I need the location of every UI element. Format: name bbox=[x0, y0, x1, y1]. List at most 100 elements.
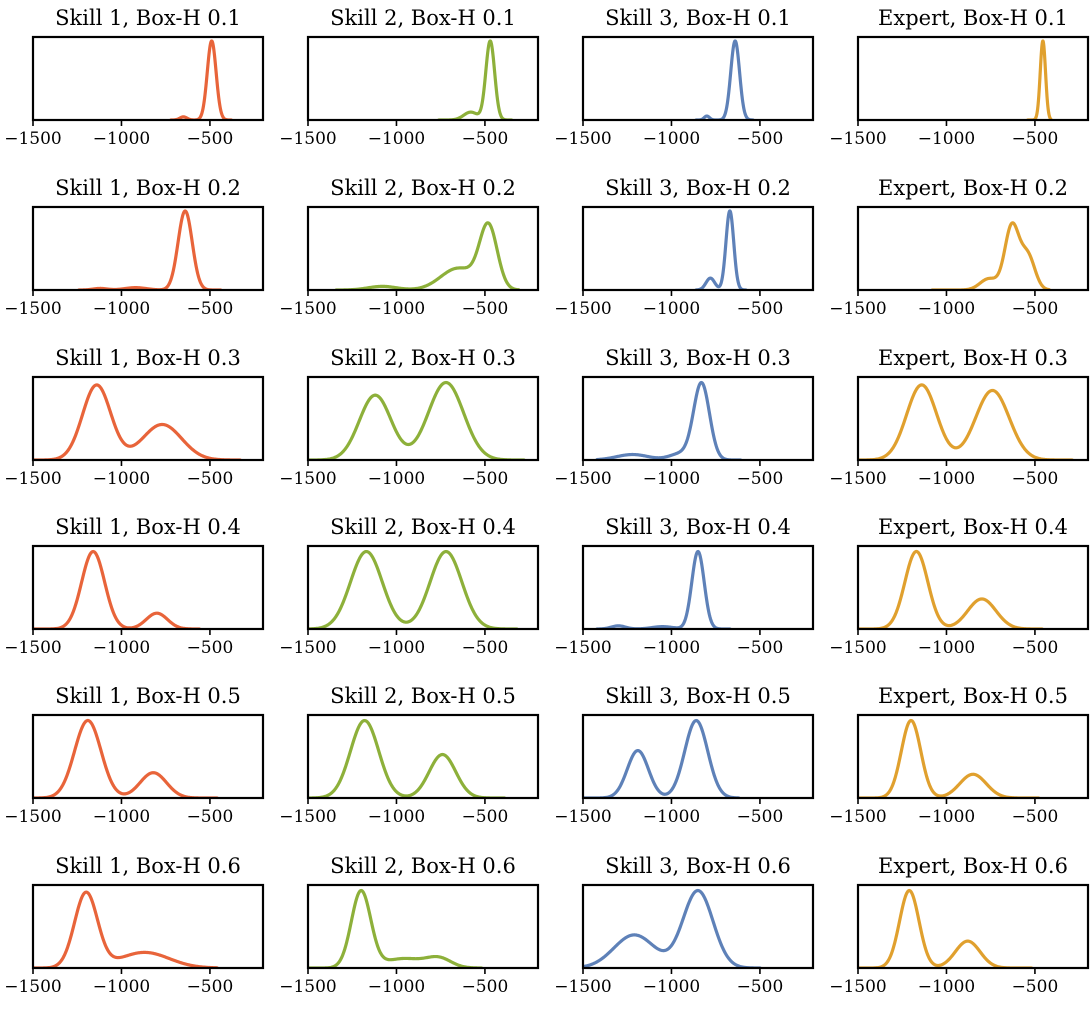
subplot-title: Skill 3, Box-H 0.5 bbox=[605, 684, 791, 708]
x-tick-label: −1500 bbox=[554, 638, 612, 658]
density-line-skill-1 bbox=[33, 890, 219, 968]
density-line-expert bbox=[858, 549, 1044, 629]
axes-frame bbox=[306, 883, 540, 970]
x-tick-label: −1000 bbox=[918, 977, 976, 997]
subplot-title: Skill 2, Box-H 0.1 bbox=[330, 6, 516, 30]
axes-frame bbox=[581, 35, 815, 122]
subplot-1-2: Skill 2, Box-H 0.1 −1500 −1000 −500 bbox=[279, 6, 540, 149]
x-tick-label: −1500 bbox=[829, 638, 887, 658]
x-tick-label: −500 bbox=[187, 129, 234, 149]
x-tick-label: −500 bbox=[462, 807, 509, 827]
axes-frame bbox=[856, 713, 1090, 800]
density-line-skill-2 bbox=[308, 549, 519, 629]
x-tick-label: −500 bbox=[462, 638, 509, 658]
subplot-2-2: Skill 2, Box-H 0.2 −1500 −1000 −500 bbox=[279, 176, 540, 319]
x-tick-label: −500 bbox=[187, 977, 234, 997]
x-tick-label: −500 bbox=[1012, 807, 1059, 827]
x-tick-label: −500 bbox=[1012, 638, 1059, 658]
density-line-skill-2 bbox=[308, 380, 526, 460]
subplot-title: Skill 3, Box-H 0.2 bbox=[605, 176, 791, 200]
subplot-3-4: Expert, Box-H 0.3 −1500 −1000 −500 bbox=[829, 346, 1090, 489]
axes-frame bbox=[306, 35, 540, 122]
x-tick-label: −1500 bbox=[279, 638, 337, 658]
x-tick-label: −1000 bbox=[918, 129, 976, 149]
subplot-title: Skill 2, Box-H 0.4 bbox=[330, 515, 516, 539]
subplot-title: Expert, Box-H 0.1 bbox=[878, 6, 1068, 30]
x-tick-label: −1500 bbox=[4, 299, 62, 319]
axes-frame bbox=[856, 883, 1090, 970]
subplot-title: Skill 3, Box-H 0.6 bbox=[605, 854, 791, 878]
x-tick-label: −1500 bbox=[554, 977, 612, 997]
subplot-title: Skill 1, Box-H 0.5 bbox=[55, 684, 241, 708]
x-tick-label: −500 bbox=[737, 977, 784, 997]
subplot-1-1: Skill 1, Box-H 0.1 −1500 −1000 −500 bbox=[4, 6, 265, 149]
x-tick-label: −1000 bbox=[918, 469, 976, 489]
subplot-title: Expert, Box-H 0.5 bbox=[878, 684, 1068, 708]
x-tick-label: −1500 bbox=[279, 299, 337, 319]
x-tick-label: −500 bbox=[737, 469, 784, 489]
density-line-skill-3 bbox=[583, 718, 741, 798]
axes-frame bbox=[856, 205, 1090, 292]
density-line-skill-3 bbox=[595, 549, 732, 629]
axes-frame bbox=[306, 375, 540, 462]
subplot-2-1: Skill 1, Box-H 0.2 −1500 −1000 −500 bbox=[4, 176, 265, 319]
x-tick-label: −1500 bbox=[279, 977, 337, 997]
subplot-4-2: Skill 2, Box-H 0.4 −1500 −1000 −500 bbox=[279, 515, 540, 658]
x-tick-label: −500 bbox=[1012, 299, 1059, 319]
density-line-skill-3 bbox=[694, 39, 755, 120]
axes-frame bbox=[856, 375, 1090, 462]
subplot-1-3: Skill 3, Box-H 0.1 −1500 −1000 −500 bbox=[554, 6, 815, 149]
subplot-5-3: Skill 3, Box-H 0.5 −1500 −1000 −500 bbox=[554, 684, 815, 827]
subplot-5-4: Expert, Box-H 0.5 −1500 −1000 −500 bbox=[829, 684, 1090, 827]
x-tick-label: −1500 bbox=[4, 129, 62, 149]
density-line-expert bbox=[930, 221, 1051, 290]
x-tick-label: −1500 bbox=[554, 129, 612, 149]
x-tick-label: −1500 bbox=[829, 807, 887, 827]
density-line-skill-1 bbox=[33, 383, 242, 460]
axes-frame bbox=[306, 713, 540, 800]
x-tick-label: −1000 bbox=[918, 807, 976, 827]
x-tick-label: −500 bbox=[737, 299, 784, 319]
subplot-title: Skill 2, Box-H 0.5 bbox=[330, 684, 516, 708]
density-line-skill-2 bbox=[437, 39, 514, 120]
x-tick-label: −1500 bbox=[554, 469, 612, 489]
x-tick-label: −1000 bbox=[918, 299, 976, 319]
x-tick-label: −1500 bbox=[829, 469, 887, 489]
x-tick-label: −1500 bbox=[829, 129, 887, 149]
subplot-6-2: Skill 2, Box-H 0.6 −1500 −1000 −500 bbox=[279, 854, 540, 997]
density-line-skill-1 bbox=[33, 549, 201, 629]
axes-frame bbox=[581, 544, 815, 631]
subplot-6-1: Skill 1, Box-H 0.6 −1500 −1000 −500 bbox=[4, 854, 265, 997]
subplot-title: Skill 1, Box-H 0.6 bbox=[55, 854, 241, 878]
subplot-1-4: Expert, Box-H 0.1 −1500 −1000 −500 bbox=[829, 6, 1090, 149]
x-tick-label: −1000 bbox=[368, 299, 426, 319]
subplot-title: Expert, Box-H 0.6 bbox=[878, 854, 1068, 878]
density-line-skill-2 bbox=[334, 221, 521, 290]
x-tick-label: −1000 bbox=[368, 469, 426, 489]
axes-frame bbox=[856, 35, 1090, 122]
density-line-skill-3 bbox=[694, 209, 748, 290]
density-line-skill-2 bbox=[308, 888, 483, 968]
subplot-title: Skill 1, Box-H 0.2 bbox=[55, 176, 241, 200]
axes-frame bbox=[31, 375, 265, 462]
axes-frame bbox=[306, 205, 540, 292]
x-tick-label: −500 bbox=[1012, 469, 1059, 489]
density-line-skill-1 bbox=[169, 39, 233, 120]
axes-frame bbox=[31, 35, 265, 122]
axes-frame bbox=[31, 205, 265, 292]
axes-frame bbox=[31, 713, 265, 800]
x-tick-label: −500 bbox=[187, 638, 234, 658]
x-tick-label: −1000 bbox=[643, 977, 701, 997]
subplot-title: Skill 3, Box-H 0.1 bbox=[605, 6, 791, 30]
axes-frame bbox=[31, 883, 265, 970]
density-line-expert bbox=[858, 888, 1033, 968]
axes-frame bbox=[581, 375, 815, 462]
x-tick-label: −1000 bbox=[368, 638, 426, 658]
x-tick-label: −1500 bbox=[4, 977, 62, 997]
subplot-3-1: Skill 1, Box-H 0.3 −1500 −1000 −500 bbox=[4, 346, 265, 489]
x-tick-label: −1000 bbox=[368, 807, 426, 827]
x-tick-label: −1500 bbox=[279, 469, 337, 489]
x-tick-label: −1000 bbox=[93, 807, 151, 827]
x-tick-label: −1500 bbox=[4, 807, 62, 827]
